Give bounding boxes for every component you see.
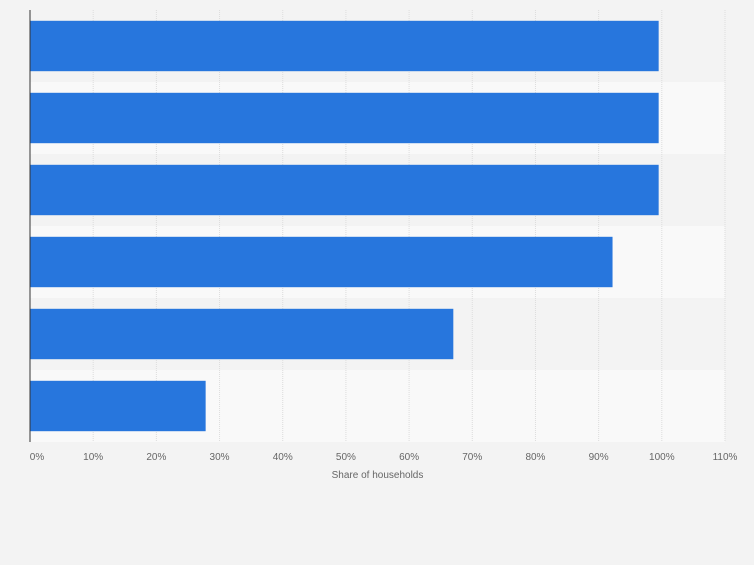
x-tick-label: 70%: [462, 452, 482, 463]
x-tick-label: 30%: [210, 452, 230, 463]
x-tick-label: 80%: [525, 452, 545, 463]
row-bands: [30, 10, 725, 442]
bar[interactable]: [30, 380, 206, 432]
x-tick-label: 90%: [589, 452, 609, 463]
bar[interactable]: [30, 164, 659, 216]
x-tick-label: 40%: [273, 452, 293, 463]
x-tick-label: 110%: [713, 452, 738, 463]
x-tick-label: 10%: [83, 452, 103, 463]
bar[interactable]: [30, 308, 454, 360]
x-tick-label: 50%: [336, 452, 356, 463]
x-axis-label: Share of households: [332, 470, 424, 481]
x-axis-ticks: 0% 10% 20% 30% 40% 50% 60% 70% 80% 90% 100% 110%: [30, 452, 738, 463]
bars: [30, 20, 659, 432]
gridlines: [92, 10, 726, 442]
bar[interactable]: [30, 236, 613, 288]
x-tick-label: 60%: [399, 452, 419, 463]
x-tick-label: 0%: [30, 452, 45, 463]
x-tick-label: 20%: [146, 452, 166, 463]
bar[interactable]: [30, 20, 659, 72]
bar[interactable]: [30, 92, 659, 144]
x-tick-label: 100%: [649, 452, 675, 463]
